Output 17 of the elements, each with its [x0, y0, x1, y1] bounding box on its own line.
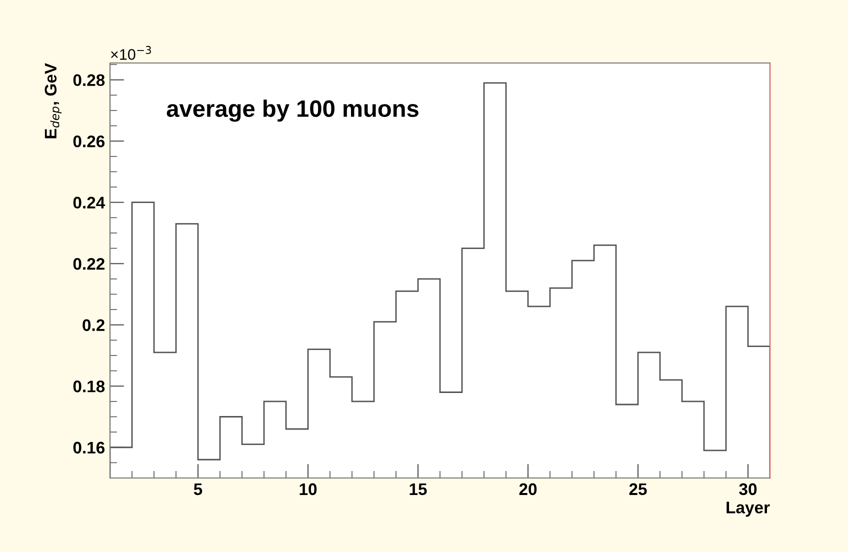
- x-axis-title: Layer: [726, 502, 770, 517]
- y-tick-label: 0.26: [73, 136, 105, 148]
- y-tick-label: 0.18: [73, 380, 105, 392]
- x-tick-label: 30: [739, 483, 757, 496]
- y-tick-label: 0.16: [73, 442, 105, 454]
- annotation: average by 100 muons: [166, 100, 418, 122]
- y-tick-label: 0.22: [73, 258, 104, 270]
- x-tick-label: 10: [300, 483, 317, 496]
- y-tick-label: 0.28: [73, 74, 105, 86]
- text: ×10$^{−3}$: [111, 46, 151, 60]
- x-tick-label: 5: [194, 483, 202, 496]
- x-tick-label: 15: [410, 483, 427, 496]
- y-tick-label: 0.24: [73, 196, 106, 209]
- x-tick-label: 25: [629, 483, 647, 496]
- x-tick-label: 20: [519, 483, 537, 496]
- y-tick-label: 0.2: [82, 319, 104, 332]
- y-axis-title: E$_{dep}$, GeV: [44, 63, 62, 138]
